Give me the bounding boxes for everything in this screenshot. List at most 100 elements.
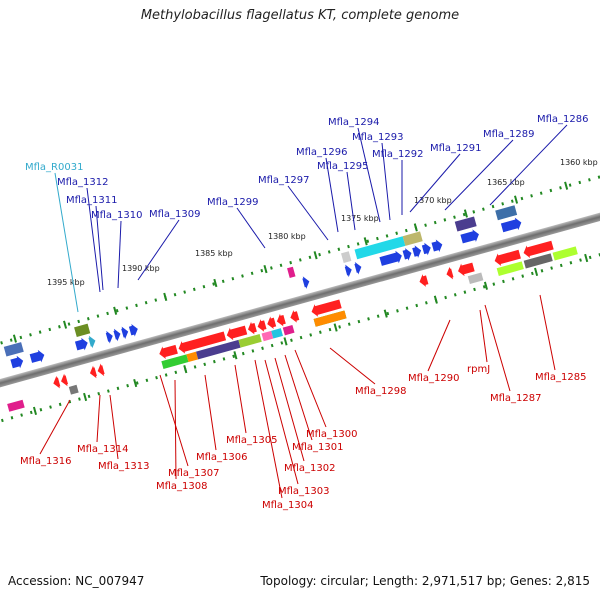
gene-label-reverse[interactable]: Mfla_1303 [278,486,330,497]
minor-tick [444,295,447,300]
gene-label-reverse[interactable]: Mfla_1314 [77,444,129,455]
minor-tick [20,413,23,417]
minor-tick [453,293,457,297]
gene-label-reverse[interactable]: Mfla_1316 [20,456,72,467]
gene-leader-line [409,153,461,213]
gene-label-reverse[interactable]: Mfla_1313 [98,461,150,472]
minor-tick [559,263,563,268]
reverse-gene-arrow [178,331,227,354]
minor-tick [48,327,52,332]
major-tick [113,306,118,315]
reverse-gene-box [523,253,553,269]
gene-label-forward[interactable]: Mfla_1291 [430,143,482,154]
major-tick [564,181,569,190]
minor-tick [49,405,52,409]
gene-leader-line [54,172,79,313]
minor-tick [298,258,302,262]
gene-leader-line [287,185,329,241]
minor-tick [58,325,61,329]
gene-label-forward[interactable]: Mfla_1295 [317,161,369,172]
gene-leader-line [325,157,339,233]
forward-gene-arrow [105,330,113,344]
minor-tick [530,194,533,198]
minor-tick [126,383,129,388]
scale-tick-label: 1395 kbp [47,278,85,287]
minor-tick [502,279,505,284]
scale-tick-label: 1385 kbp [195,249,233,258]
minor-tick [367,317,370,321]
minor-tick [443,218,447,222]
minor-tick [39,408,43,412]
gene-label-forward[interactable]: Mfla_1296 [296,147,348,158]
minor-tick [318,252,321,257]
gene-label-forward[interactable]: Mfla_1294 [328,117,380,128]
gene-label-forward[interactable]: Mfla_1310 [91,210,143,221]
gene-label-reverse[interactable]: Mfla_1302 [284,463,336,474]
minor-tick [125,306,129,310]
forward-gene-arrow [431,239,443,253]
gene-leader-line [444,139,514,211]
gene-label-reverse[interactable]: rpmJ [467,364,490,375]
forward-gene-arrow [302,276,310,289]
gene-leader-line [236,207,266,249]
gene-label-forward[interactable]: Mfla_R0031 [25,162,83,173]
major-tick [213,278,218,288]
minor-tick [559,186,562,190]
gene-label-reverse[interactable]: Mfla_1305 [226,435,278,446]
minor-tick [569,261,573,265]
gene-leader-line [284,354,313,441]
gene-label-reverse[interactable]: Mfla_1285 [535,372,587,383]
minor-tick [338,325,341,329]
gene-label-forward[interactable]: Mfla_1309 [149,209,201,220]
gene-label-forward[interactable]: Mfla_1311 [66,195,118,206]
reverse-gene-arrow [89,365,97,379]
gene-label-reverse[interactable]: Mfla_1306 [196,452,248,463]
gene-label-forward[interactable]: Mfla_1289 [483,129,535,140]
major-tick [433,295,438,304]
gene-label-reverse[interactable]: Mfla_1287 [490,393,542,404]
major-tick [363,237,368,246]
reverse-gene-arrow [61,373,69,387]
reverse-gene-arrow [494,249,521,266]
major-tick [463,209,468,218]
minor-tick [203,362,207,367]
gene-label-reverse[interactable]: Mfla_1307 [168,468,220,479]
gene-label-forward[interactable]: Mfla_1293 [352,132,404,143]
gene-label-forward[interactable]: Mfla_1292 [372,149,424,160]
gene-leader-line [274,357,305,462]
gene-label-forward[interactable]: Mfla_1286 [537,114,589,125]
gene-label-forward[interactable]: Mfla_1299 [207,197,259,208]
gene-leader-line [294,349,327,428]
gene-label-reverse[interactable]: Mfla_1301 [292,442,344,453]
gene-label-reverse[interactable]: Mfla_1290 [408,373,460,384]
gene-label-reverse[interactable]: Mfla_1300 [306,429,358,440]
gene-label-reverse[interactable]: Mfla_1308 [156,481,208,492]
minor-tick [260,268,264,273]
minor-tick [396,309,399,313]
minor-tick [520,196,524,201]
minor-tick [115,309,119,313]
gene-label-reverse[interactable]: Mfla_1304 [262,500,314,511]
minor-tick [299,335,303,340]
minor-tick [0,418,4,423]
gene-label-forward[interactable]: Mfla_1297 [258,175,310,186]
gene-leader-line [346,171,356,231]
forward-gene-box [3,342,24,357]
accession-text: Accession: NC_007947 [8,574,145,588]
major-tick [263,264,268,274]
gene-leader-line [329,347,376,385]
minor-tick [155,375,158,380]
minor-tick [173,292,177,297]
gene-label-reverse[interactable]: Mfla_1298 [355,386,407,397]
gene-label-forward[interactable]: Mfla_1312 [57,177,109,188]
minor-tick [183,290,187,294]
forward-gene-box [354,236,406,260]
minor-tick [212,282,215,286]
gene-leader-line [254,359,283,499]
minor-tick [193,365,197,369]
major-tick [313,251,318,260]
minor-tick [232,354,235,358]
gene-leader-line [264,359,299,485]
minor-tick [106,311,109,316]
